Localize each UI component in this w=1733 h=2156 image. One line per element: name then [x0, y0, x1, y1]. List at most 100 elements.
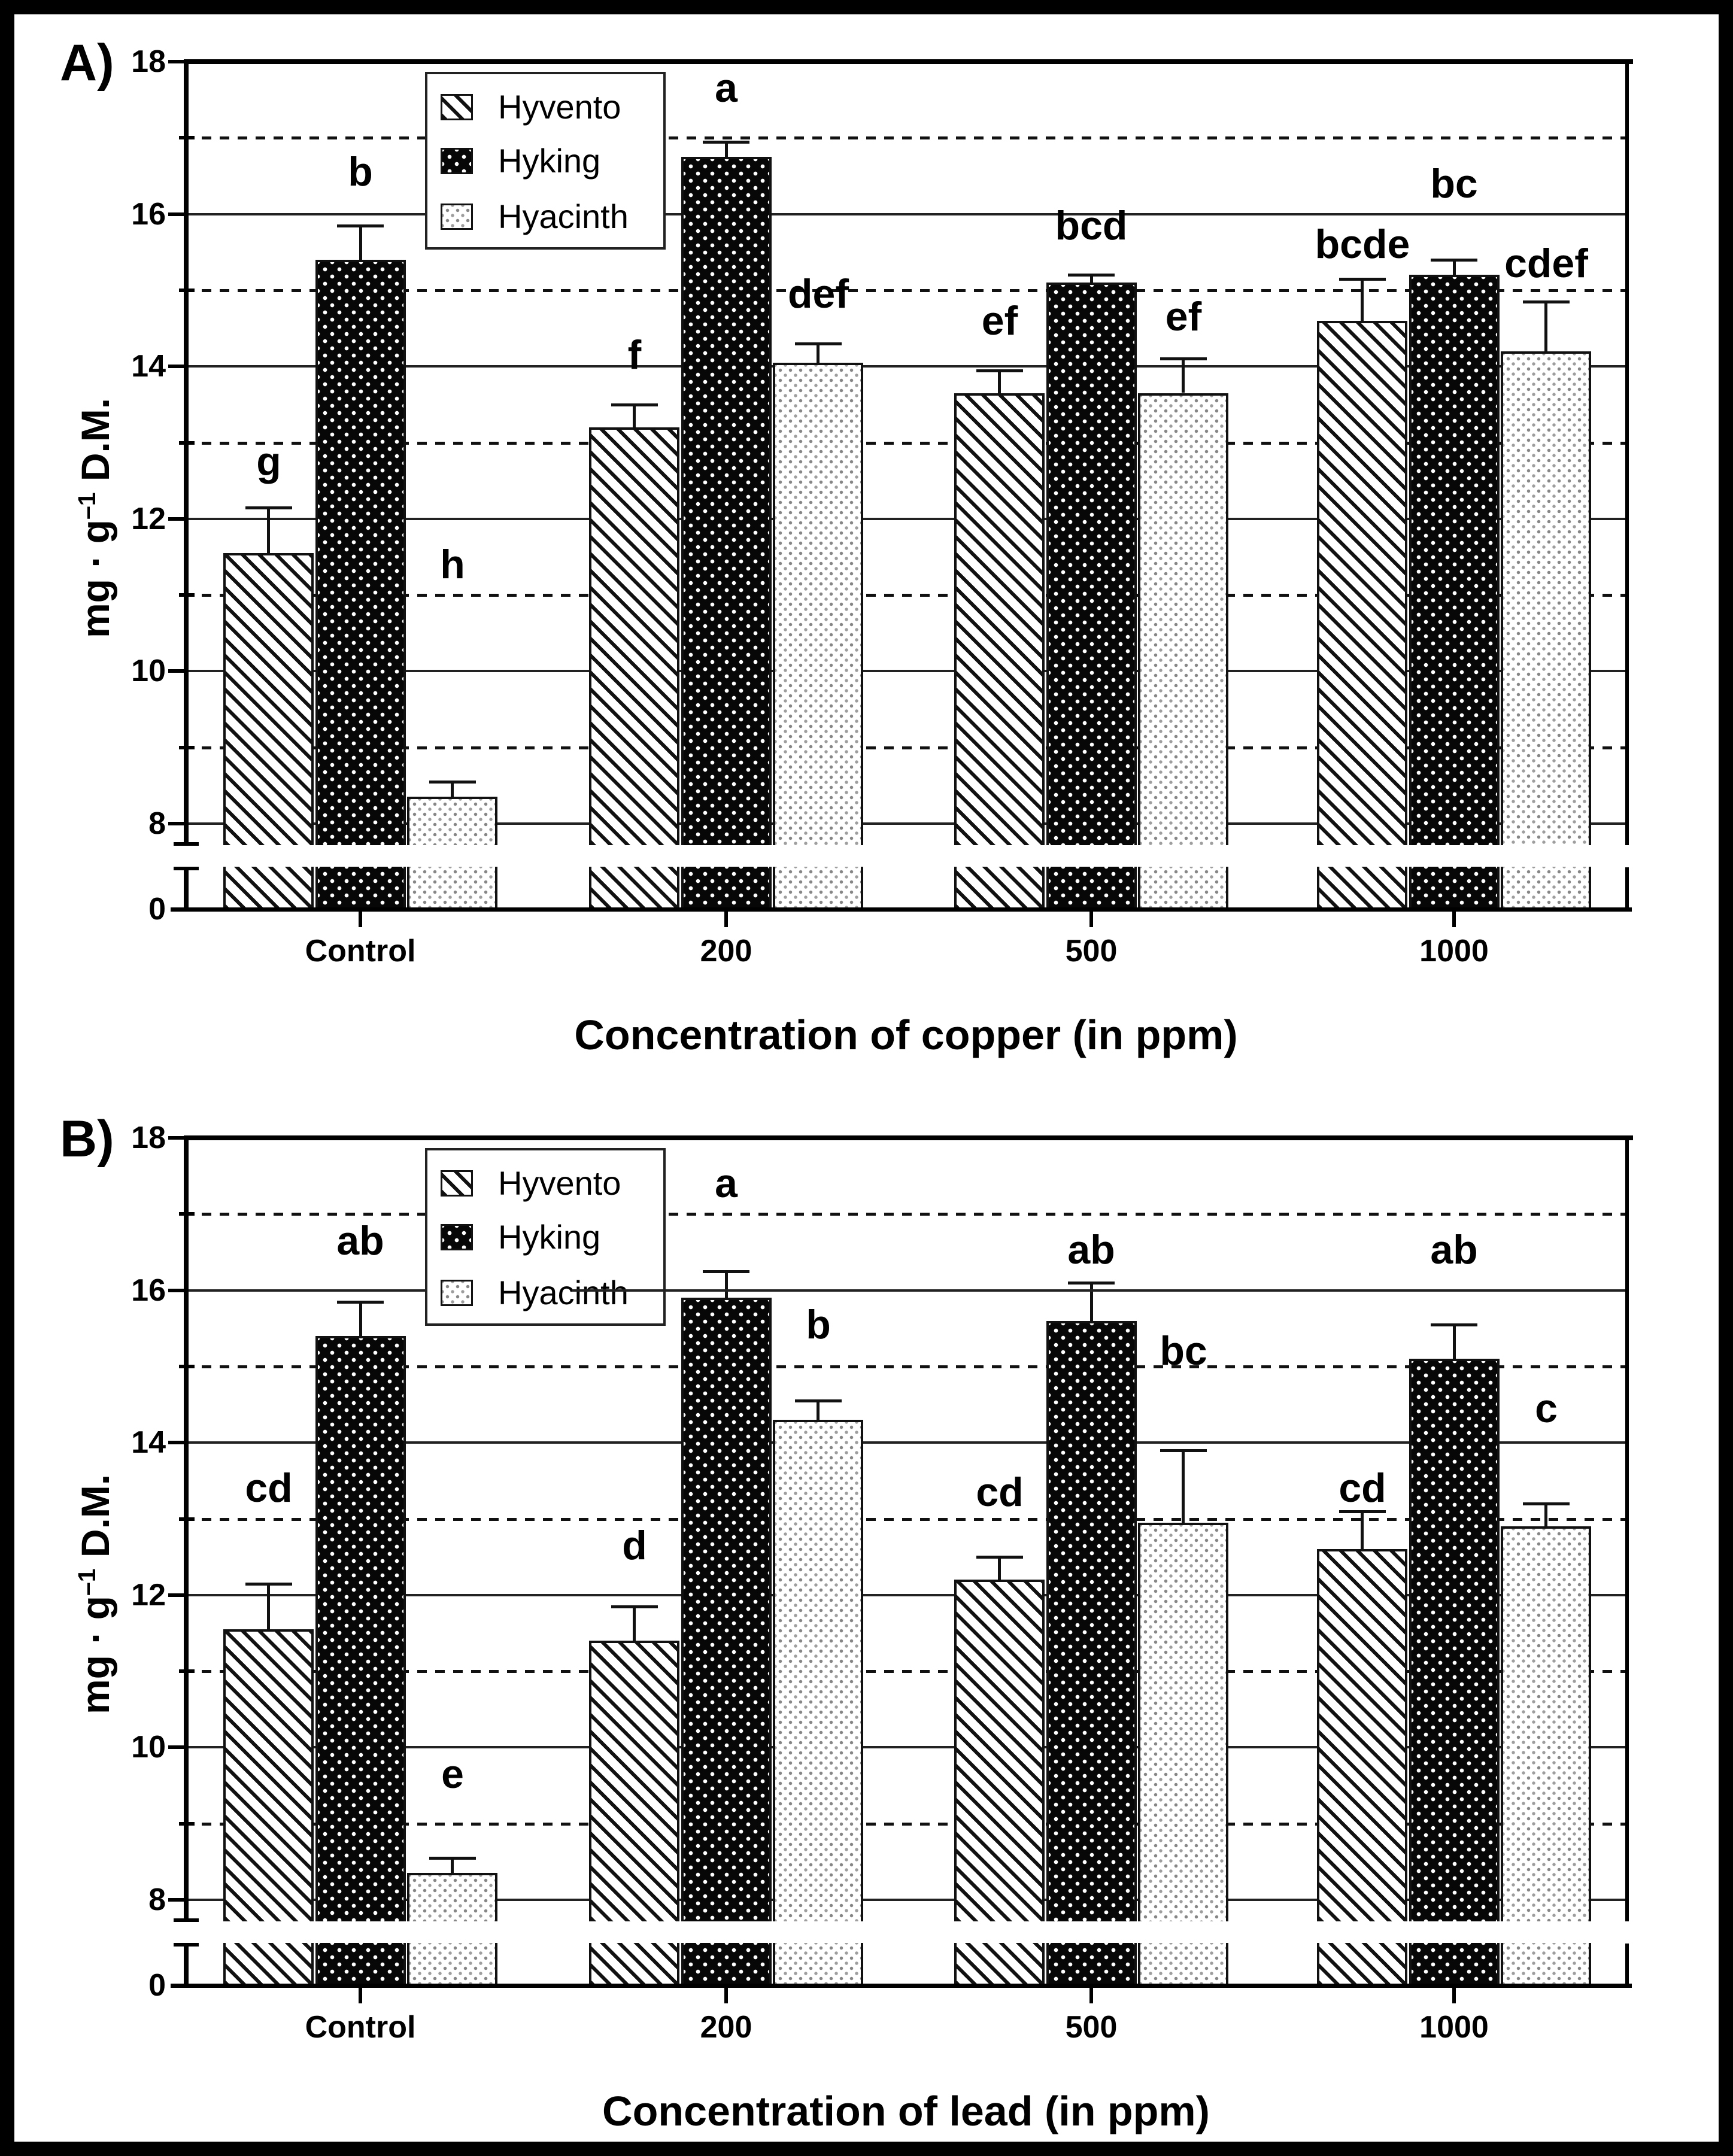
error-bar-cap — [337, 1301, 384, 1304]
legend-label-hyking: Hyking — [498, 142, 601, 180]
gridline-dashed-11 — [184, 1670, 1628, 1673]
gridline-solid-8 — [184, 822, 1628, 825]
legend-swatch-hyacinth-icon — [441, 204, 473, 230]
y-tick-label-16: 16 — [131, 197, 166, 232]
y-tick-label-16: 16 — [131, 1273, 166, 1308]
error-bar-stem — [359, 1302, 362, 1336]
y-axis-title-part: mg · g — [73, 520, 117, 638]
gridline-dashed-17 — [184, 1213, 1628, 1216]
bar-stub-a-500-hyking — [1046, 867, 1137, 909]
y-minortick-11 — [179, 593, 195, 597]
x-tick-1000 — [1452, 1988, 1456, 2003]
error-bar-stem — [998, 1557, 1001, 1580]
y-tick-12 — [168, 1593, 184, 1597]
y-tick-label-10: 10 — [131, 654, 166, 688]
bar-stub-b-control-hyacinth — [407, 1943, 497, 1985]
gridline-dashed-11 — [184, 594, 1628, 597]
legend-label-hyacinth: Hyacinth — [498, 198, 629, 235]
y-axis-stub — [184, 1944, 189, 1985]
error-bar-stem — [725, 142, 728, 157]
bar-b-200-hyking — [681, 1298, 772, 1921]
gridline-solid-10 — [184, 1746, 1628, 1748]
legend-swatch-hyvento-icon — [441, 1170, 473, 1197]
bar-stub-b-1000-hyvento — [1317, 1943, 1407, 1985]
y-axis-title-part: –1 — [73, 1568, 101, 1596]
y-tick-label-8: 8 — [148, 1882, 166, 1917]
legend-label-hyvento: Hyvento — [498, 88, 621, 126]
error-bar-stem — [633, 405, 636, 427]
bar-a-control-hyvento — [223, 553, 314, 845]
error-bar-stem — [1182, 359, 1185, 393]
bar-stub-a-1000-hyacinth — [1501, 867, 1591, 909]
gridline-dashed-15 — [184, 289, 1628, 292]
error-bar-cap — [795, 1399, 842, 1402]
bar-stub-b-1000-hyking — [1409, 1943, 1500, 1985]
significance-letter-c: c — [1535, 1386, 1558, 1431]
bar-stub-a-200-hyacinth — [773, 867, 863, 909]
error-bar-cap — [1523, 1502, 1570, 1505]
error-bar-cap — [429, 1857, 476, 1860]
bar-a-200-hyacinth — [773, 363, 863, 845]
gridline-solid-10 — [184, 670, 1628, 672]
plot-right-frame-stub — [1625, 1944, 1629, 1985]
y-minortick-13 — [179, 1517, 195, 1521]
x-tick-200 — [724, 1988, 728, 2003]
significance-letter-a: a — [715, 1161, 737, 1206]
legend-swatch-hyacinth-icon — [441, 1280, 473, 1306]
y-axis-break-cap-stub — [174, 1943, 199, 1947]
gridline-dashed-15 — [184, 1365, 1628, 1368]
significance-letter-d: d — [622, 1523, 647, 1568]
bar-b-1000-hyking — [1409, 1359, 1500, 1921]
y-tick-label-12: 12 — [131, 1578, 166, 1613]
x-tick-control — [359, 1988, 362, 2003]
error-bar-cap — [1339, 1510, 1386, 1513]
legend-label-hyvento: Hyvento — [498, 1164, 621, 1202]
significance-letter-cd: cd — [245, 1465, 293, 1511]
error-bar-cap — [611, 403, 658, 406]
panel-label-b: B) — [60, 1110, 114, 1168]
bar-stub-a-1000-hyvento — [1317, 867, 1407, 909]
significance-letter-cdef: cdef — [1504, 241, 1588, 286]
error-bar-cap — [1339, 278, 1386, 281]
panel-label-a: A) — [60, 34, 114, 92]
plot-right-frame-stub — [1625, 867, 1629, 909]
error-bar-stem — [817, 1401, 820, 1420]
plot-right-frame-upper — [1625, 1135, 1629, 1921]
legend-label-hyacinth: Hyacinth — [498, 1274, 629, 1311]
y-axis-title-part: –1 — [73, 492, 101, 520]
error-bar-stem — [633, 1607, 636, 1641]
y-minortick-15 — [179, 1365, 195, 1368]
bar-b-500-hyking — [1046, 1321, 1137, 1921]
bar-b-1000-hyacinth — [1501, 1526, 1591, 1921]
y-axis-upper — [184, 1135, 189, 1921]
error-bar-cap — [976, 369, 1023, 372]
x-tick-500 — [1089, 1988, 1093, 2003]
significance-letter-ab: ab — [1430, 1227, 1478, 1273]
y-axis-stub — [184, 867, 189, 909]
gridline-dashed-13 — [184, 1518, 1628, 1521]
significance-letter-def: def — [788, 271, 849, 317]
bar-b-200-hyacinth — [773, 1420, 863, 1921]
significance-letter-bcd: bcd — [1055, 203, 1128, 248]
legend-swatch-hyvento-icon — [441, 94, 473, 120]
y-minortick-17 — [179, 136, 195, 139]
error-bar-stem — [1361, 1511, 1364, 1550]
error-bar-stem — [817, 344, 820, 363]
x-tick-label-control: Control — [305, 934, 416, 968]
y-axis-title-b: mg · g–1 D.M. — [67, 1474, 117, 1714]
bar-stub-b-control-hyking — [315, 1943, 406, 1985]
bar-b-control-hyacinth — [407, 1873, 497, 1921]
bar-a-500-hyvento — [954, 393, 1045, 845]
y-tick-label-zero: 0 — [148, 1968, 166, 2003]
x-axis-title-b: Concentration of lead (in ppm) — [602, 2088, 1210, 2134]
x-tick-label-200: 200 — [700, 934, 752, 968]
bar-a-500-hyacinth — [1138, 393, 1228, 845]
y-axis-title-part: D.M. — [73, 397, 117, 493]
x-tick-500 — [1089, 912, 1093, 927]
y-tick-label-12: 12 — [131, 502, 166, 536]
bar-a-1000-hyacinth — [1501, 351, 1591, 845]
significance-letter-ef: ef — [981, 298, 1018, 344]
gridline-solid-16 — [184, 213, 1628, 215]
error-bar-cap — [611, 1605, 658, 1608]
